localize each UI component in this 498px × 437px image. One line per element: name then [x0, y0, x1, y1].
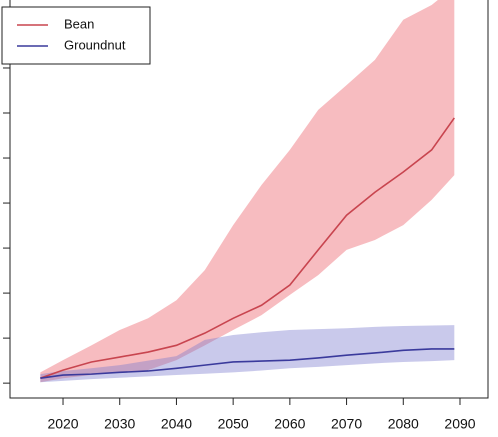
confidence-band — [40, 325, 455, 383]
x-tick-label: 2060 — [274, 416, 305, 432]
legend-box — [1, 6, 151, 65]
legend-label: Bean — [64, 16, 94, 31]
x-tick-label: 2050 — [218, 416, 249, 432]
x-tick-label: 2030 — [104, 416, 135, 432]
x-tick-label: 2020 — [47, 416, 78, 432]
x-tick-label: 2090 — [444, 416, 475, 432]
x-tick-label: 2070 — [331, 416, 362, 432]
x-tick-label: 2040 — [161, 416, 192, 432]
plot-area — [40, 0, 455, 383]
x-tick-label: 2080 — [388, 416, 419, 432]
legend-label: Groundnut — [64, 37, 126, 52]
plot-frame — [9, 0, 489, 399]
confidence-band — [40, 0, 455, 383]
series-line — [40, 117, 455, 379]
series-line — [40, 348, 455, 379]
